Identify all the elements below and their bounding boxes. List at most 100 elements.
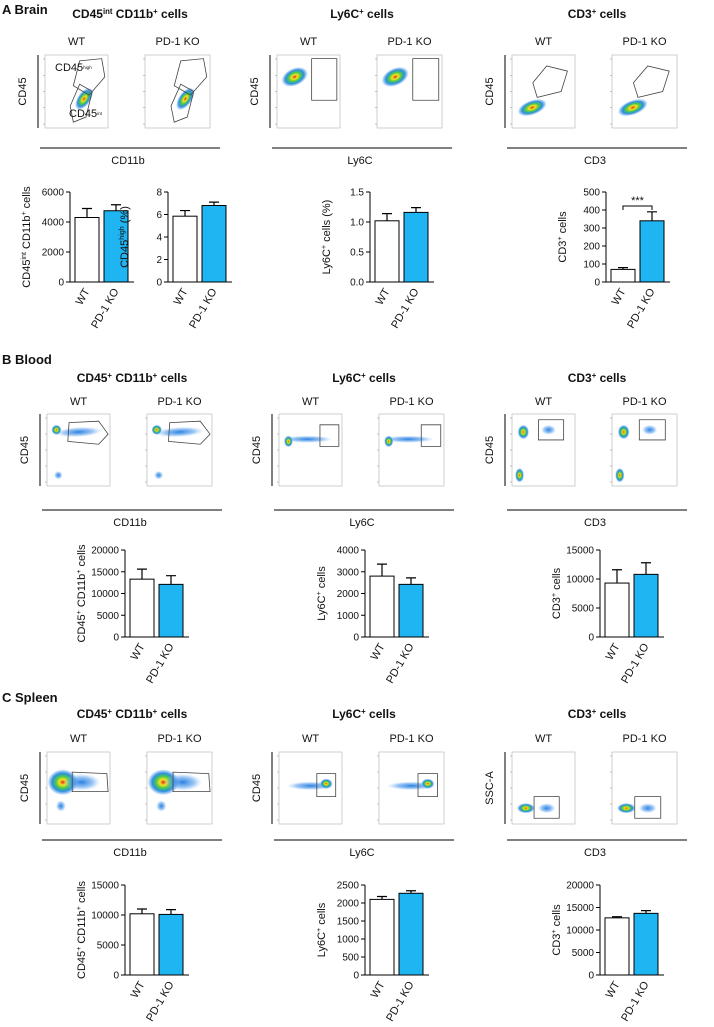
y-tick-label: 10000: [566, 575, 594, 586]
cell-density: [617, 98, 648, 117]
cell-density: [62, 773, 101, 791]
text-part: cells: [596, 7, 626, 21]
y-tick-label: 0: [353, 971, 359, 982]
cell-density: [53, 470, 63, 480]
bar: [398, 583, 424, 638]
flow-label: PD-1 KO: [387, 36, 431, 48]
y-tick-label: 2000: [337, 899, 360, 910]
flow-label: PD-1 KO: [622, 396, 666, 408]
error-bar: [406, 577, 416, 585]
superscript: +: [153, 7, 158, 16]
flow-label: PD-1 KO: [157, 396, 201, 408]
y-axis-label: CD45high (%): [118, 206, 131, 268]
cell-density: [540, 424, 557, 435]
cell-density: [55, 800, 66, 812]
gate-label: CD45high: [55, 62, 92, 74]
bar: [74, 217, 100, 283]
y-tick-label: 0: [588, 971, 594, 982]
cell-density: [384, 435, 394, 448]
x-tick-label: WT: [369, 979, 388, 1000]
superscript: +: [556, 236, 564, 240]
error-bar: [641, 910, 651, 914]
cell-density: [638, 803, 657, 814]
superscript: +: [75, 570, 83, 574]
superscript: +: [107, 371, 112, 380]
flow-plot-frame: [611, 54, 678, 129]
x-tick-label: WT: [172, 286, 191, 307]
text-part: CD45: [77, 371, 108, 385]
flow-y-label: CD45: [484, 77, 496, 105]
superscript: +: [75, 610, 83, 614]
bar: [369, 898, 395, 976]
x-tick-label: PD-1 KO: [187, 286, 220, 330]
error-bar: [137, 568, 147, 580]
text-part: cells (%): [321, 200, 333, 245]
y-tick-label: 1000: [337, 935, 360, 946]
cell-density: [515, 468, 524, 483]
cell-density: [617, 803, 636, 814]
gate: [72, 58, 106, 96]
x-tick-label: WT: [369, 641, 388, 662]
x-tick-label: WT: [129, 641, 148, 662]
y-tick-label: 0: [113, 971, 119, 982]
text-part: cells: [21, 186, 33, 212]
panel-title: CD3+ cells: [568, 371, 627, 386]
cell-density: [641, 424, 658, 435]
gate: [538, 419, 565, 441]
cell-density: [154, 470, 164, 480]
cell-density: [381, 66, 409, 87]
text-part: cells: [364, 7, 394, 21]
error-bar: [209, 201, 219, 206]
gate: [633, 65, 670, 98]
text-part: cells: [366, 371, 396, 385]
cell-density: [151, 424, 162, 435]
text-part: CD45: [21, 260, 33, 288]
text-part: CD11b: [76, 910, 88, 946]
flow-x-label: CD3: [584, 517, 606, 529]
text-part: Ly6C: [316, 932, 328, 957]
flow-x-label: CD11b: [113, 847, 146, 859]
superscript: int: [20, 252, 28, 260]
flow-y-label: CD45: [251, 774, 263, 802]
panel-title: CD45+ CD11b+ cells: [77, 707, 188, 722]
bar: [201, 205, 227, 283]
text-part: Ly6C: [321, 249, 333, 274]
text-part: cells: [551, 567, 563, 593]
gate: [417, 773, 438, 798]
section-title: B Blood: [2, 352, 52, 367]
y-tick-label: 500: [342, 953, 359, 964]
text-part: CD3: [551, 597, 563, 619]
gate: [316, 773, 337, 798]
y-tick-label: 10000: [91, 589, 119, 600]
flow-x-label: CD3: [584, 155, 606, 167]
error-bar: [111, 204, 121, 211]
significance: ***: [631, 195, 645, 207]
text-part: CD11b: [112, 7, 153, 21]
superscript: high: [118, 226, 126, 240]
text-part: CD11b: [21, 216, 33, 252]
gate: [170, 83, 195, 123]
bar: [604, 582, 630, 638]
cell-density: [319, 778, 333, 789]
flow-label: WT: [70, 733, 87, 745]
flow-x-label: CD3: [584, 847, 606, 859]
y-tick-label: 0: [156, 278, 162, 289]
text-part: (%): [119, 206, 131, 226]
y-tick-label: 6: [156, 210, 162, 221]
x-tick-label: WT: [604, 641, 623, 662]
y-tick-label: 15000: [91, 881, 119, 892]
text-part: CD11b: [76, 574, 88, 610]
superscript: +: [361, 707, 366, 716]
y-tick-label: 400: [583, 206, 600, 217]
superscript: int: [103, 7, 113, 16]
y-tick-label: 0: [58, 278, 64, 289]
text-part: CD11b: [112, 707, 153, 721]
cell-density: [615, 468, 625, 483]
bar: [369, 575, 395, 638]
error-bar: [166, 575, 176, 585]
superscript: +: [359, 7, 364, 16]
gate: [311, 58, 338, 101]
error-bar: [82, 207, 92, 218]
y-axis-label: CD45int CD11b+ cells: [20, 186, 33, 288]
gate: [168, 420, 211, 445]
